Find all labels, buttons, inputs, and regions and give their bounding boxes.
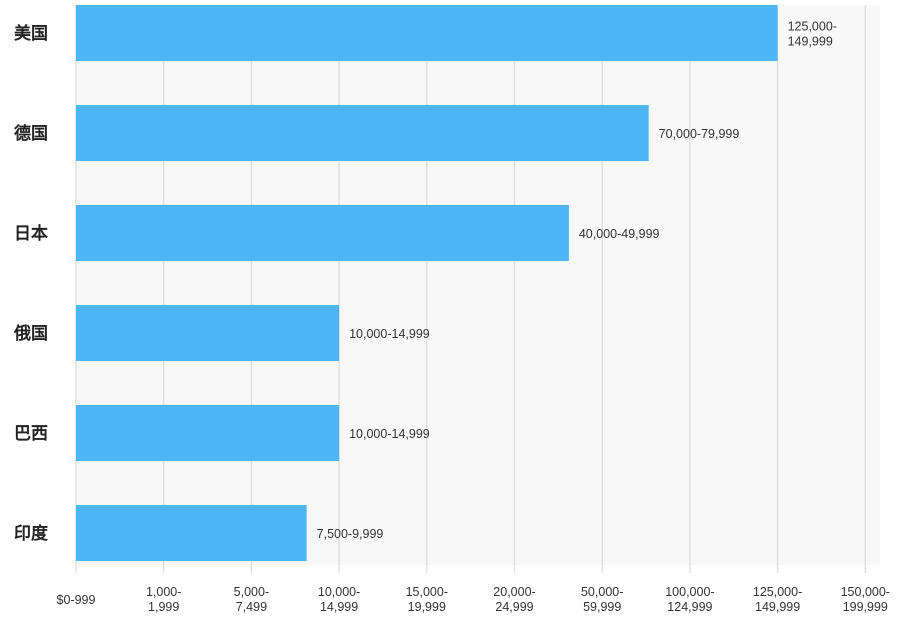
x-tick-label-line: 1,999: [148, 600, 179, 614]
bar-5: [76, 505, 307, 561]
x-tick-label-line: 100,000-: [665, 585, 714, 599]
x-tick-label-line: 7,499: [236, 600, 267, 614]
data-label: 40,000-49,999: [579, 227, 660, 241]
plot-area: [76, 5, 881, 565]
x-tick-label-line: 125,000-: [753, 585, 802, 599]
data-label-line: 125,000-: [788, 20, 837, 34]
x-tick-label-line: 150,000-: [841, 585, 890, 599]
x-tick-label-line: 10,000-: [318, 585, 360, 599]
data-label-line: 40,000-49,999: [579, 227, 660, 241]
category-label: 巴西: [14, 424, 48, 444]
x-tick-label-line: 149,999: [755, 600, 800, 614]
x-tick-label: 50,000-59,999: [581, 585, 623, 614]
category-label: 美国: [14, 23, 48, 44]
x-tick-label: 150,000-199,999: [841, 585, 890, 614]
x-tick-label-line: 59,999: [583, 600, 621, 614]
data-label-line: 10,000-14,999: [349, 427, 430, 441]
data-label: 10,000-14,999: [349, 427, 430, 441]
x-tick-label-line: $0-999: [57, 593, 96, 607]
bar-0: [76, 5, 778, 61]
x-tick-label-line: 50,000-: [581, 585, 623, 599]
x-tick-label: 10,000-14,999: [318, 585, 360, 614]
x-tick-label-line: 1,000-: [146, 585, 181, 599]
x-tick-label: 1,000-1,999: [146, 585, 181, 614]
data-label-line: 149,999: [788, 35, 833, 49]
x-tick-label: 15,000-19,999: [406, 585, 448, 614]
x-tick-label: 20,000-24,999: [493, 585, 535, 614]
data-label-line: 7,500-9,999: [317, 527, 384, 541]
data-label: 70,000-79,999: [659, 127, 740, 141]
data-label-line: 10,000-14,999: [349, 327, 430, 341]
data-label-line: 70,000-79,999: [659, 127, 740, 141]
bar-1: [76, 105, 649, 161]
x-tick-label-line: 20,000-: [493, 585, 535, 599]
data-label: 7,500-9,999: [317, 527, 384, 541]
x-tick-label: 125,000-149,999: [753, 585, 802, 614]
x-tick-label-line: 199,999: [843, 600, 888, 614]
data-label: 10,000-14,999: [349, 327, 430, 341]
x-tick-label-line: 5,000-: [234, 585, 269, 599]
bar-4: [76, 405, 340, 461]
category-label: 日本: [14, 223, 48, 244]
x-tick-label-line: 19,999: [408, 600, 446, 614]
category-label: 俄国: [13, 323, 48, 344]
x-tick-label-line: 15,000-: [406, 585, 448, 599]
x-tick-label-line: 14,999: [320, 600, 358, 614]
data-label: 125,000-149,999: [788, 20, 837, 49]
category-label: 印度: [14, 523, 49, 544]
category-label: 德国: [14, 123, 48, 144]
bar-2: [76, 205, 569, 261]
x-tick-label-line: 24,999: [495, 600, 533, 614]
x-tick-label: 5,000-7,499: [234, 585, 269, 614]
bar-3: [76, 305, 340, 361]
x-tick-label-line: 124,999: [667, 600, 712, 614]
x-tick-label: 100,000-124,999: [665, 585, 714, 614]
x-tick-label: $0-999: [57, 593, 96, 607]
